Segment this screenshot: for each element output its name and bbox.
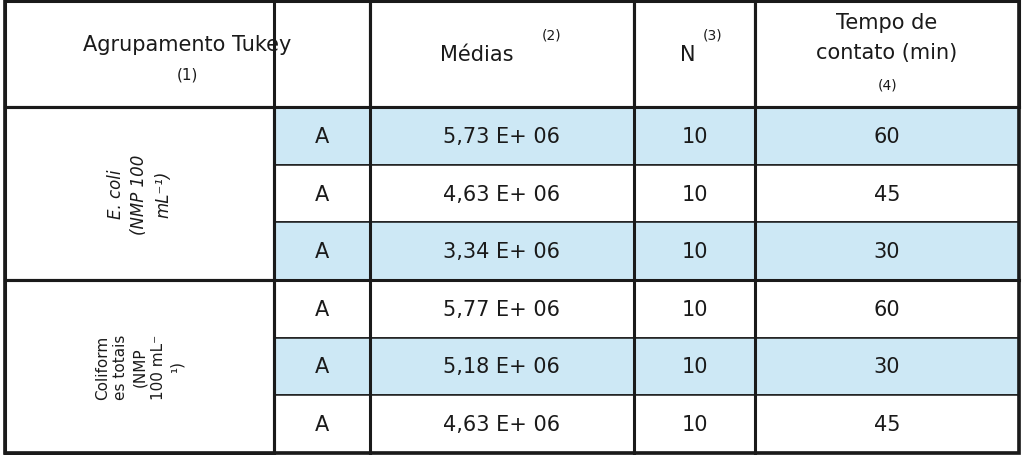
Text: (2): (2) [542, 28, 562, 42]
Text: (1): (1) [177, 68, 199, 83]
Bar [756, 166, 1019, 223]
Text: 45: 45 [873, 414, 900, 434]
Text: 5,18 E+ 06: 5,18 E+ 06 [443, 357, 560, 377]
Bar [273, 108, 370, 166]
Bar [756, 223, 1019, 280]
Text: 4,63 E+ 06: 4,63 E+ 06 [443, 414, 560, 434]
Bar [634, 280, 756, 338]
Bar [634, 223, 756, 280]
Bar [273, 338, 370, 395]
Text: 10: 10 [681, 127, 708, 147]
Bar [273, 166, 370, 223]
Bar [370, 223, 634, 280]
Text: (4): (4) [878, 78, 897, 92]
Bar [756, 395, 1019, 453]
Text: 30: 30 [873, 357, 900, 377]
Text: 10: 10 [681, 357, 708, 377]
Text: (3): (3) [702, 28, 722, 42]
Text: 5,77 E+ 06: 5,77 E+ 06 [443, 299, 560, 319]
Bar [756, 2, 1019, 108]
Text: Médias: Médias [440, 45, 514, 65]
Bar [756, 338, 1019, 395]
Text: Tempo de: Tempo de [837, 13, 938, 33]
Text: Agrupamento Tukey: Agrupamento Tukey [83, 35, 292, 55]
Bar [756, 280, 1019, 338]
Bar [5, 2, 370, 108]
Bar [370, 338, 634, 395]
Text: 30: 30 [873, 242, 900, 262]
Text: 60: 60 [873, 299, 900, 319]
Text: N: N [680, 45, 695, 65]
Text: 10: 10 [681, 184, 708, 204]
Bar [370, 108, 634, 166]
Bar [634, 2, 756, 108]
Bar [634, 108, 756, 166]
Text: A: A [314, 299, 329, 319]
Bar [634, 166, 756, 223]
Text: A: A [314, 414, 329, 434]
Text: A: A [314, 357, 329, 377]
Bar [370, 395, 634, 453]
Bar [370, 280, 634, 338]
Bar [273, 395, 370, 453]
Bar [273, 223, 370, 280]
Bar [634, 395, 756, 453]
Text: A: A [314, 184, 329, 204]
Bar [5, 108, 273, 280]
Bar [273, 280, 370, 338]
Text: 10: 10 [681, 414, 708, 434]
Bar [756, 108, 1019, 166]
Text: A: A [314, 242, 329, 262]
Bar [5, 280, 273, 453]
Bar [634, 338, 756, 395]
Text: 5,73 E+ 06: 5,73 E+ 06 [443, 127, 560, 147]
Bar [370, 166, 634, 223]
Text: A: A [314, 127, 329, 147]
Text: 60: 60 [873, 127, 900, 147]
Text: 4,63 E+ 06: 4,63 E+ 06 [443, 184, 560, 204]
Text: 10: 10 [681, 299, 708, 319]
Text: 3,34 E+ 06: 3,34 E+ 06 [443, 242, 560, 262]
Text: contato (min): contato (min) [816, 43, 957, 63]
Text: Coliform
es totais
(NMP
100 mL⁻
¹): Coliform es totais (NMP 100 mL⁻ ¹) [95, 334, 184, 399]
Text: 45: 45 [873, 184, 900, 204]
Text: E. coli
(NMP 100
mL⁻¹): E. coli (NMP 100 mL⁻¹) [106, 154, 172, 234]
Bar [370, 2, 634, 108]
Text: 10: 10 [681, 242, 708, 262]
